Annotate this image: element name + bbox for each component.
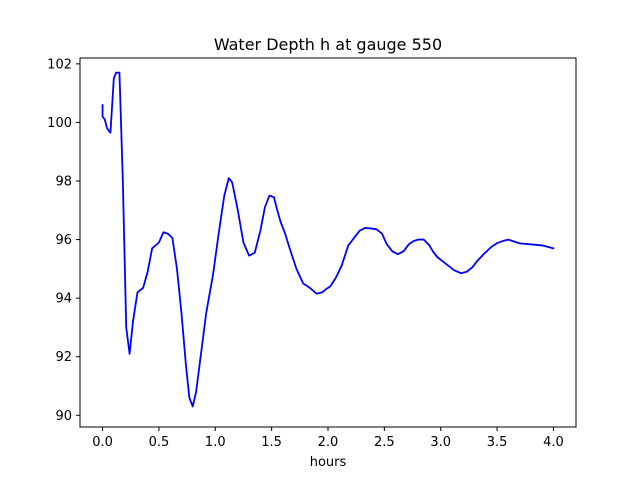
y-tick-label: 92 [55,350,72,365]
y-tick-label: 96 [55,233,72,248]
x-tick-label: 3.5 [487,435,508,450]
x-tick-label: 2.0 [318,435,339,450]
x-tick-label: 4.0 [543,435,564,450]
y-tick-label: 90 [55,409,72,424]
y-tick-label: 98 [55,175,72,190]
y-tick-label: 102 [47,57,72,72]
series-line-h [101,71,555,408]
chart-title: Water Depth h at gauge 550 [214,35,442,54]
x-tick-label: 1.5 [261,435,282,450]
x-tick-label: 3.0 [430,435,451,450]
x-axis-label: hours [310,455,347,470]
y-tick-label: 100 [47,116,72,131]
x-axis: 0.0 0.5 1.0 1.5 2.0 2.5 3.0 3.5 4.0 [92,427,564,450]
x-tick-label: 2.5 [374,435,395,450]
y-tick-label: 94 [55,292,72,307]
x-tick-label: 0.0 [92,435,113,450]
x-tick-label: 1.0 [205,435,226,450]
y-axis: 90 92 94 96 98 100 102 [47,57,80,424]
x-tick-label: 0.5 [149,435,170,450]
